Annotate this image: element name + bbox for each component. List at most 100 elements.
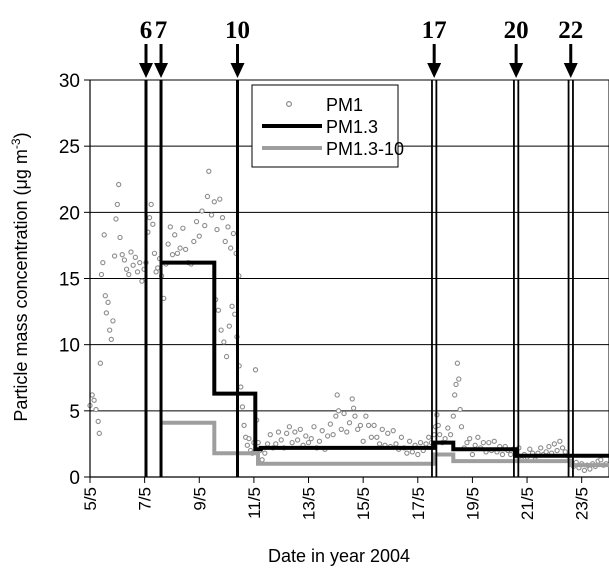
data-point-pm1-124: [335, 408, 342, 414]
data-point-pm1-204: [538, 445, 544, 451]
data-point-pm1-61: [208, 212, 215, 218]
data-point-pm1-211: [557, 438, 563, 444]
data-point-pm1-105: [286, 424, 293, 430]
data-point-pm1-48: [174, 250, 181, 257]
data-point-pm1-210: [554, 447, 560, 454]
data-point-pm1-24: [126, 271, 132, 278]
data-point-pm1-27: [132, 254, 138, 260]
legend-label-pm1: PM1: [326, 95, 363, 115]
x-tick-label-11/5: 11/5: [245, 487, 264, 519]
data-point-pm1-134: [360, 438, 366, 444]
data-point-pm1-148: [398, 434, 405, 440]
data-point-pm1-44: [165, 241, 171, 247]
data-point-pm1-190: [499, 451, 506, 458]
data-point-pm1-206: [543, 449, 549, 455]
data-point-pm1-107: [292, 429, 298, 435]
data-point-pm1-141: [379, 426, 385, 433]
data-point-pm1-164: [436, 432, 443, 438]
data-point-pm1-74: [218, 327, 224, 333]
data-point-pm1-65: [219, 214, 226, 221]
y-axis-title: Particle mass concentration (μg m-3): [9, 132, 31, 421]
data-point-pm1-209: [551, 441, 558, 447]
legend-label-pm1-3: PM1.3: [326, 117, 378, 137]
data-point-pm1-12: [105, 299, 111, 305]
data-point-pm1-50: [180, 225, 186, 231]
data-point-pm1-172: [454, 360, 461, 366]
data-point-pm1-26: [130, 262, 136, 268]
data-point-pm1-113: [308, 435, 314, 442]
x-tick-label-group: 7/5: [136, 487, 155, 511]
data-point-pm1-11: [103, 310, 110, 316]
data-point-pm1-121: [330, 432, 336, 438]
data-point-pm1-185: [486, 439, 492, 446]
data-point-pm1-36: [150, 221, 156, 227]
x-tick-label-17/5: 17/5: [409, 487, 428, 520]
data-point-pm1-178: [467, 435, 473, 442]
event-6-arrow-head: [138, 63, 153, 78]
data-point-pm1-82: [238, 384, 244, 390]
data-point-pm1-20: [117, 234, 123, 241]
data-point-pm1-59: [204, 193, 211, 200]
data-point-pm1-119: [324, 433, 331, 439]
data-point-pm1-151: [406, 438, 413, 444]
data-point-pm1-22: [121, 257, 128, 263]
y-tick-label-30: 30: [59, 71, 80, 92]
data-point-pm1-157: [423, 441, 429, 447]
axis-layer: 0 5 10 15 20 25 30 5/5 7/5 9/5 11/5 13/5 15/5 17/5 19/…: [59, 71, 609, 520]
data-point-pm1-58: [202, 222, 208, 229]
data-point-pm1-57: [199, 208, 205, 214]
data-point-pm1-75: [221, 339, 227, 345]
x-tick-label-21/5: 21/5: [518, 487, 537, 520]
x-tick-label-group: 15/5: [354, 487, 373, 520]
data-point-pm1-10: [102, 293, 108, 299]
data-point-pm1-69: [230, 230, 237, 237]
event-17-label: 17: [422, 17, 447, 44]
x-tick-label-group: 21/5: [518, 487, 537, 520]
data-point-pm1-25: [128, 249, 134, 255]
x-tick-label-group: 9/5: [190, 487, 209, 511]
data-point-pm1-55: [193, 218, 200, 225]
data-point-pm1-2: [91, 397, 97, 403]
data-point-pm1-76: [223, 353, 230, 360]
data-point-pm1-68: [228, 245, 234, 251]
data-point-pm1-101: [275, 429, 282, 435]
data-point-pm1-5: [96, 430, 102, 436]
data-point-pm1-66: [222, 238, 228, 245]
data-point-pm1-167: [445, 425, 451, 431]
data-point-pm1-222: [587, 466, 593, 472]
data-point-pm1-54: [191, 238, 197, 245]
y-axis-title-end: ): [11, 132, 31, 138]
data-point-pm1-125: [338, 426, 344, 433]
data-point-pm1-139: [374, 434, 380, 440]
data-point-pm1-62: [211, 199, 217, 205]
data-point-pm1-95: [259, 457, 265, 463]
data-point-pm1-108: [294, 437, 301, 443]
data-point-pm1-127: [344, 429, 350, 435]
data-point-pm1-4: [95, 418, 101, 425]
data-point-pm1-29: [137, 259, 143, 266]
data-point-pm1-137: [368, 434, 375, 440]
data-point-pm1-179: [469, 451, 476, 458]
data-point-pm1-111: [303, 433, 309, 439]
event-layer: 6 7 10 17 20 22: [138, 17, 583, 477]
x-tick-label-13/5: 13/5: [300, 487, 319, 520]
data-point-pm1-67: [225, 224, 231, 230]
event-6-label: 6: [140, 17, 153, 44]
data-point-pm1-117: [319, 428, 325, 434]
data-point-pm1-129: [349, 396, 355, 402]
data-point-pm1-104: [284, 430, 290, 436]
data-point-pm1-21: [119, 252, 125, 258]
data-point-pm1-34: [146, 214, 153, 221]
data-point-pm1-120: [327, 421, 334, 427]
event-20-arrow-head: [509, 63, 524, 78]
data-point-pm1-6: [97, 360, 104, 366]
data-point-pm1-98: [267, 432, 273, 438]
data-point-pm1-28: [134, 269, 141, 275]
data-point-pm1-14: [108, 336, 114, 343]
data-point-pm1-213: [562, 449, 568, 455]
data-point-pm1-73: [215, 307, 222, 313]
event-7-arrow-head: [154, 63, 169, 78]
event-10-label: 10: [225, 17, 250, 44]
data-point-pm1-116: [316, 438, 323, 444]
